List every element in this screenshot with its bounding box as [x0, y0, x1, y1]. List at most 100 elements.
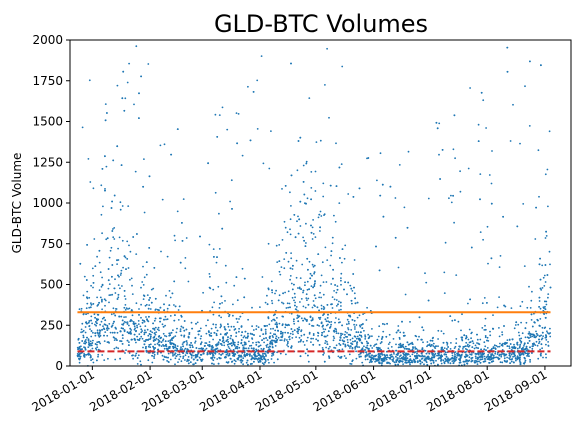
scatter-point [180, 315, 183, 318]
scatter-point [224, 328, 227, 331]
scatter-point [513, 345, 516, 348]
scatter-point [406, 341, 409, 344]
scatter-point [185, 237, 188, 239]
scatter-point [214, 352, 217, 355]
scatter-point [335, 330, 338, 333]
scatter-point [213, 356, 216, 359]
scatter-point [141, 319, 144, 322]
scatter-point [223, 326, 226, 328]
scatter-point [205, 342, 208, 344]
scatter-point [267, 316, 270, 319]
scatter-point [148, 247, 151, 249]
scatter-point [122, 327, 124, 330]
scatter-point [294, 304, 296, 307]
scatter-point [100, 184, 103, 187]
scatter-point [127, 267, 130, 269]
scatter-point [140, 363, 142, 366]
scatter-point [496, 306, 499, 309]
scatter-point [274, 292, 276, 295]
y-axis-label: GLD-BTC Volume [10, 153, 24, 254]
scatter-point [329, 327, 331, 329]
scatter-point [306, 319, 308, 321]
scatter-point [190, 321, 193, 324]
scatter-point [182, 341, 185, 344]
scatter-point [501, 361, 504, 364]
scatter-point [103, 298, 106, 301]
scatter-point [108, 301, 110, 304]
scatter-point [212, 359, 215, 362]
scatter-point [89, 355, 92, 357]
scatter-point [130, 329, 133, 331]
scatter-point [226, 343, 229, 346]
scatter-point [322, 328, 325, 330]
scatter-point [108, 283, 111, 285]
scatter-point [124, 308, 127, 311]
scatter-point [84, 346, 86, 349]
scatter-point [231, 208, 233, 210]
scatter-point [519, 339, 522, 342]
scatter-point [272, 354, 275, 356]
scatter-point [337, 303, 339, 306]
scatter-point [479, 198, 481, 201]
scatter-point [242, 336, 245, 339]
scatter-point [536, 334, 539, 337]
scatter-point [344, 343, 347, 346]
scatter-point [310, 337, 313, 340]
scatter-point [220, 316, 223, 319]
scatter-point [127, 308, 129, 310]
scatter-point [287, 341, 289, 343]
scatter-point [114, 326, 117, 329]
scatter-point [387, 361, 390, 364]
scatter-point [278, 294, 281, 297]
scatter-point [411, 361, 414, 364]
scatter-point [424, 272, 426, 275]
scatter-point [395, 355, 397, 358]
scatter-point [419, 362, 422, 365]
scatter-point [498, 335, 501, 338]
scatter-point [171, 339, 174, 341]
scatter-point [98, 331, 101, 334]
scatter-point [375, 354, 378, 357]
scatter-point [385, 358, 388, 361]
scatter-point [134, 355, 137, 357]
scatter-point [89, 356, 92, 359]
scatter-point [101, 300, 103, 303]
scatter-point [483, 297, 486, 299]
scatter-point [98, 261, 101, 264]
scatter-point [85, 341, 88, 344]
scatter-point [170, 342, 173, 345]
scatter-point [249, 355, 251, 357]
scatter-point [500, 353, 503, 356]
scatter-point [232, 314, 234, 317]
scatter-point [98, 301, 100, 304]
scatter-point [141, 330, 144, 332]
scatter-point [495, 356, 498, 359]
scatter-point [508, 339, 511, 341]
scatter-point [457, 348, 460, 350]
scatter-point [391, 355, 394, 358]
scatter-point [451, 319, 454, 322]
scatter-point [494, 350, 497, 353]
scatter-point [142, 265, 144, 268]
scatter-point [164, 334, 166, 337]
scatter-point [195, 347, 198, 349]
scatter-point [92, 282, 95, 284]
scatter-point [163, 309, 166, 312]
scatter-point [315, 141, 318, 144]
scatter-point [252, 91, 255, 93]
scatter-point [340, 332, 342, 335]
scatter-point [121, 334, 124, 337]
scatter-point [358, 356, 361, 358]
scatter-point [429, 339, 432, 342]
scatter-point [315, 338, 318, 341]
scatter-point [226, 332, 229, 334]
scatter-point [417, 360, 419, 363]
scatter-point [263, 325, 266, 327]
scatter-point [524, 361, 526, 364]
scatter-point [101, 168, 104, 170]
scatter-point [322, 314, 324, 317]
scatter-point [528, 331, 531, 333]
scatter-point [333, 290, 335, 292]
scatter-point [233, 362, 236, 365]
scatter-point [344, 345, 347, 347]
